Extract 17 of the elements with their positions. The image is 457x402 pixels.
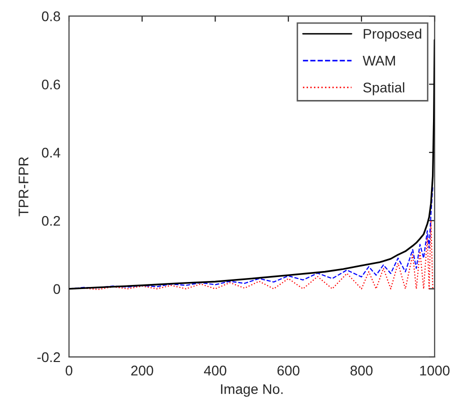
y-tick-label: 0 (53, 284, 60, 294)
x-tick-label: 0 (66, 366, 72, 376)
y-axis-title: TPR-FPR (18, 157, 28, 216)
x-tick-label: 1000 (420, 366, 450, 376)
y-tick-label: 0.8 (42, 11, 60, 22)
y-tick-label: 0.4 (42, 148, 60, 158)
x-tick-label: 600 (277, 366, 300, 376)
x-axis-title: Image No. (221, 384, 283, 397)
y-tick-label: 0.6 (42, 80, 60, 90)
x-tick-label: 400 (204, 366, 226, 376)
y-tick-label: -0.2 (37, 352, 60, 362)
x-tick-label: 200 (131, 366, 154, 376)
y-tick-label: 0.2 (42, 216, 60, 226)
legend-label: Proposed (364, 28, 422, 42)
legend-label: Spatial (363, 82, 404, 96)
legend-label: WAM (362, 56, 395, 66)
x-tick-label: 800 (350, 366, 373, 376)
